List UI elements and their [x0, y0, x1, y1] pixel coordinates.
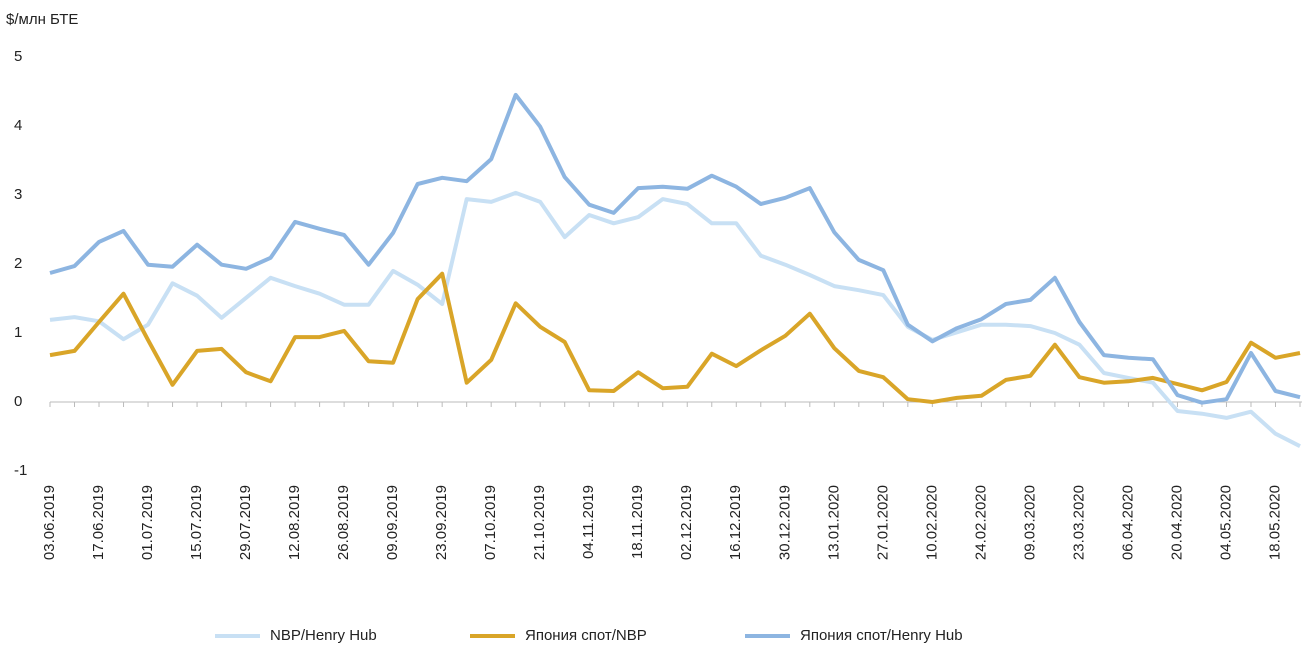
x-tick-label: 01.07.2019 [139, 485, 156, 560]
y-tick-label: 3 [14, 186, 22, 203]
y-tick-label: 5 [14, 48, 22, 65]
legend-label: Япония спот/Henry Hub [800, 627, 963, 644]
y-tick-label: -1 [14, 462, 27, 479]
x-tick-label: 26.08.2019 [335, 485, 352, 560]
series-line [49, 271, 1301, 404]
x-tick-label: 18.05.2020 [1266, 485, 1283, 560]
x-tick-label: 23.09.2019 [433, 485, 450, 560]
x-tick-label: 09.09.2019 [384, 485, 401, 560]
x-tick-label: 20.04.2020 [1168, 485, 1185, 560]
x-tick-label: 16.12.2019 [727, 485, 744, 560]
y-axis-label: $/млн БТЕ [6, 11, 78, 28]
x-tick-label: 07.10.2019 [482, 485, 499, 560]
x-tick-label: 29.07.2019 [237, 485, 254, 560]
x-tick-label: 12.08.2019 [286, 485, 303, 560]
legend-label: Япония спот/NBP [525, 627, 647, 644]
x-tick-label: 15.07.2019 [188, 485, 205, 560]
x-tick-label: 02.12.2019 [678, 485, 695, 560]
x-tick-label: 04.05.2020 [1217, 485, 1234, 560]
series-line [49, 190, 1301, 448]
y-tick-label: 0 [14, 393, 22, 410]
x-tick-label: 27.01.2020 [874, 485, 891, 560]
y-tick-label: 1 [14, 324, 22, 341]
x-tick-label: 24.02.2020 [972, 485, 989, 560]
x-tick-label: 10.02.2020 [923, 485, 940, 560]
x-tick-label: 03.06.2019 [41, 485, 58, 560]
y-tick-label: 4 [14, 117, 22, 134]
x-tick-label: 04.11.2019 [580, 485, 597, 559]
series-line [49, 92, 1301, 405]
x-tick-label: 06.04.2020 [1119, 485, 1136, 560]
x-tick-label: 21.10.2019 [531, 485, 548, 560]
x-tick-label: 30.12.2019 [776, 485, 793, 560]
legend-label: NBP/Henry Hub [270, 627, 377, 644]
x-tick-label: 23.03.2020 [1070, 485, 1087, 560]
y-tick-label: 2 [14, 255, 22, 272]
x-tick-label: 13.01.2020 [825, 485, 842, 560]
x-tick-label: 18.11.2019 [629, 485, 646, 559]
x-tick-label: 09.03.2020 [1021, 485, 1038, 560]
x-tick-label: 17.06.2019 [90, 485, 107, 560]
